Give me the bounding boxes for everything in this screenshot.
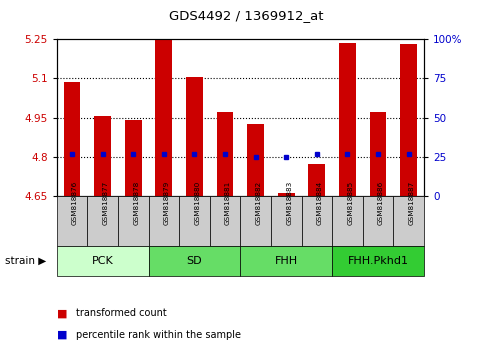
- Bar: [57, 196, 87, 246]
- Bar: [241, 196, 271, 246]
- Bar: [332, 196, 363, 246]
- Text: GSM818887: GSM818887: [409, 180, 415, 224]
- Bar: [148, 246, 241, 276]
- Bar: [179, 196, 210, 246]
- Bar: [155, 40, 172, 196]
- Bar: [400, 44, 417, 196]
- Bar: [64, 82, 80, 196]
- Text: percentile rank within the sample: percentile rank within the sample: [76, 330, 242, 339]
- Text: GSM818878: GSM818878: [133, 180, 139, 224]
- Bar: [241, 246, 332, 276]
- Text: GSM818879: GSM818879: [164, 180, 170, 224]
- Bar: [216, 112, 234, 196]
- Bar: [125, 120, 141, 196]
- Bar: [87, 196, 118, 246]
- Text: GSM818883: GSM818883: [286, 180, 292, 224]
- Text: GSM818881: GSM818881: [225, 180, 231, 224]
- Bar: [309, 164, 325, 196]
- Bar: [186, 77, 203, 196]
- Bar: [332, 246, 424, 276]
- Text: GSM818876: GSM818876: [72, 180, 78, 224]
- Bar: [210, 196, 240, 246]
- Bar: [370, 112, 387, 196]
- Text: GSM818884: GSM818884: [317, 180, 323, 224]
- Text: GDS4492 / 1369912_at: GDS4492 / 1369912_at: [169, 9, 324, 22]
- Bar: [118, 196, 148, 246]
- Text: ■: ■: [57, 308, 67, 318]
- Bar: [278, 193, 295, 196]
- Bar: [148, 196, 179, 246]
- Text: FHH: FHH: [275, 256, 298, 266]
- Bar: [339, 43, 356, 196]
- Text: GSM818877: GSM818877: [103, 180, 108, 224]
- Text: GSM818880: GSM818880: [194, 180, 201, 224]
- Text: FHH.Pkhd1: FHH.Pkhd1: [348, 256, 409, 266]
- Text: GSM818885: GSM818885: [348, 180, 353, 224]
- Bar: [271, 196, 302, 246]
- Text: SD: SD: [187, 256, 202, 266]
- Bar: [57, 246, 148, 276]
- Text: PCK: PCK: [92, 256, 113, 266]
- Text: strain ▶: strain ▶: [5, 256, 46, 266]
- Text: transformed count: transformed count: [76, 308, 167, 318]
- Text: GSM818882: GSM818882: [256, 180, 262, 224]
- Bar: [94, 116, 111, 196]
- Text: ■: ■: [57, 330, 67, 339]
- Bar: [302, 196, 332, 246]
- Bar: [363, 196, 393, 246]
- Bar: [247, 124, 264, 196]
- Bar: [393, 196, 424, 246]
- Text: GSM818886: GSM818886: [378, 180, 384, 224]
